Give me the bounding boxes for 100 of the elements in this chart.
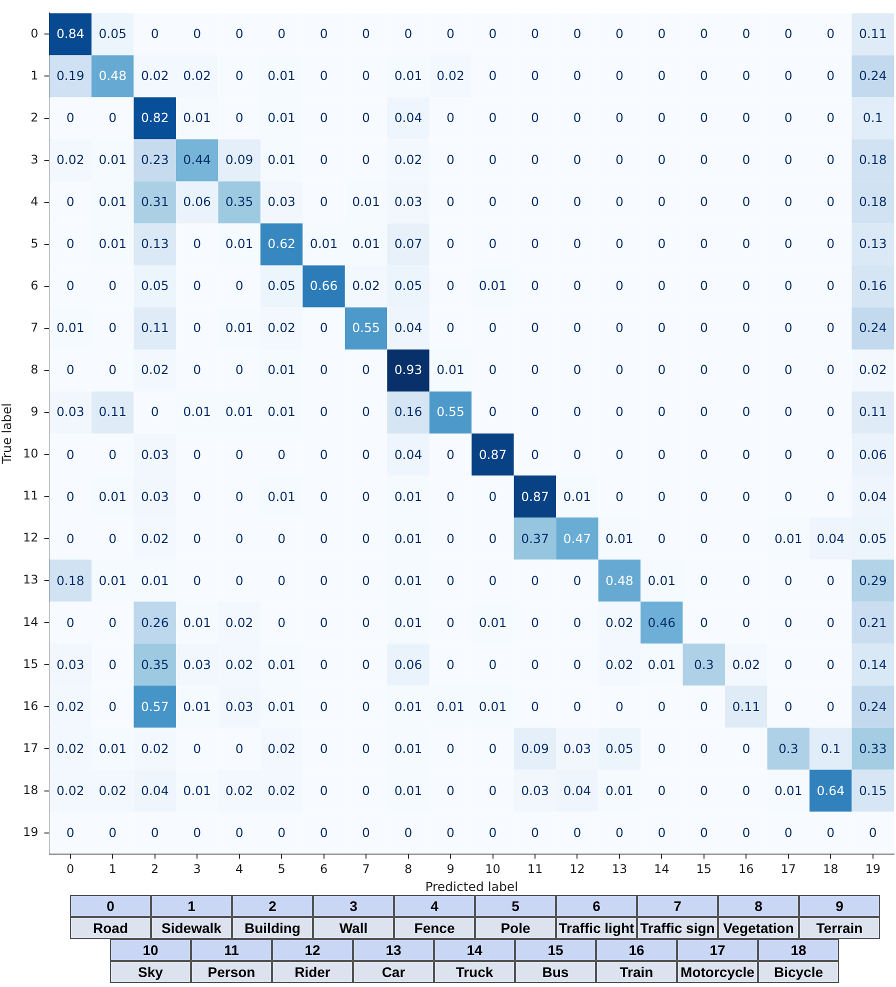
data-label: 0: [318, 194, 329, 210]
data-label: 0: [361, 152, 371, 168]
y-tick-label: 7: [30, 320, 38, 335]
y-tick-label: 1: [30, 68, 38, 82]
data-label: 0: [361, 698, 371, 714]
data-label: 0: [488, 572, 498, 588]
category-label: 1: [188, 898, 196, 914]
data-label: 0: [698, 698, 709, 714]
data-label: 0.02: [224, 656, 254, 672]
data-label: 0.01: [436, 362, 466, 378]
data-label: 0.66: [308, 278, 339, 294]
data-label: 0: [572, 404, 582, 420]
data-label: 0: [361, 614, 371, 630]
data-label: 0.01: [182, 614, 212, 630]
data-label: 0: [614, 236, 624, 252]
data-label: 0.29: [858, 572, 888, 588]
data-label: 0: [234, 446, 244, 462]
data-label: 0: [572, 656, 582, 672]
data-label: 0: [530, 362, 540, 378]
data-label: 0: [783, 278, 794, 294]
data-label: 0: [868, 824, 878, 840]
data-label: 0: [530, 236, 540, 252]
data-label: 0: [698, 824, 709, 840]
data-label: 0: [488, 26, 498, 42]
data-label: 0: [614, 194, 624, 210]
data-label: 0: [488, 152, 498, 168]
data-label: 0: [234, 278, 244, 294]
data-label: 0: [656, 68, 667, 84]
data-label: 0.62: [266, 236, 296, 252]
data-label: 0.48: [98, 68, 128, 84]
data-label: 0: [108, 278, 118, 294]
data-label: 0.01: [98, 740, 128, 756]
data-label: 0: [446, 530, 456, 546]
category-label: 12: [304, 942, 320, 958]
text: Pole: [475, 917, 556, 939]
data-label: 0.02: [140, 362, 170, 378]
data-label: 0: [530, 278, 540, 294]
data-label: 0: [698, 446, 709, 462]
data-label: 0: [698, 236, 709, 252]
data-label: 0: [783, 824, 794, 840]
data-label: 0: [192, 236, 202, 252]
data-label: 0: [65, 110, 76, 126]
data-label: 0.01: [98, 236, 128, 252]
data-label: 0.02: [266, 740, 296, 756]
data-label: 0: [826, 362, 836, 378]
data-label: 0: [65, 236, 76, 252]
data-label: 0.46: [646, 614, 677, 630]
data-label: 0.03: [393, 194, 424, 210]
data-label: 0: [741, 404, 752, 420]
data-label: 0: [572, 236, 582, 252]
text: Bicycle: [758, 961, 839, 983]
data-label: 0: [108, 446, 118, 462]
data-label: 0.02: [436, 68, 466, 84]
data-label: 0.23: [140, 152, 170, 168]
data-label: 0.04: [393, 320, 424, 336]
x-tick-label: 8: [403, 862, 414, 876]
text: Car: [353, 961, 434, 983]
x-tick-label: 2: [150, 862, 160, 876]
data-label: 0: [826, 404, 836, 420]
data-label: 0.01: [266, 488, 296, 504]
data-label: 0: [361, 824, 371, 840]
data-label: 0.05: [393, 278, 424, 294]
text: Rider: [272, 961, 353, 983]
data-label: 0.01: [98, 194, 128, 210]
data-label: 0.55: [351, 320, 381, 336]
data-label: 0: [698, 614, 709, 630]
data-label: 0.03: [140, 446, 170, 462]
data-label: 0.01: [393, 614, 424, 630]
data-label: 0: [698, 278, 709, 294]
data-label: 0.24: [858, 320, 888, 336]
data-label: 0.06: [182, 194, 212, 210]
data-label: 0.01: [351, 236, 381, 252]
data-label: 0: [108, 110, 118, 126]
data-label: 0: [530, 824, 540, 840]
category-label: 11: [224, 942, 239, 958]
data-label: 0: [192, 446, 202, 462]
data-label: 0: [361, 656, 371, 672]
data-label: 0: [741, 236, 752, 252]
data-label: 0: [488, 488, 498, 504]
y-tick-label: 2: [30, 110, 38, 124]
data-label: 0.02: [731, 656, 762, 672]
x-tick-label: 11: [526, 862, 544, 876]
data-label: 0.02: [140, 740, 170, 756]
data-label: 0: [108, 362, 118, 378]
category-label: 17: [710, 942, 726, 958]
data-label: 0: [318, 614, 329, 630]
data-label: 0: [826, 152, 836, 168]
data-label: 0: [656, 488, 667, 504]
data-label: 0: [826, 488, 836, 504]
data-label: 0: [108, 320, 118, 336]
data-label: 0: [530, 26, 540, 42]
data-label: 0.1: [820, 740, 842, 756]
data-label: 0.04: [140, 782, 170, 798]
data-label: 0.33: [858, 740, 888, 756]
data-label: 0.03: [224, 698, 254, 714]
data-label: 0: [698, 530, 709, 546]
data-label: 0: [65, 362, 76, 378]
data-label: 0: [530, 68, 540, 84]
data-label: 0.44: [182, 152, 212, 168]
data-label: 0: [783, 446, 794, 462]
